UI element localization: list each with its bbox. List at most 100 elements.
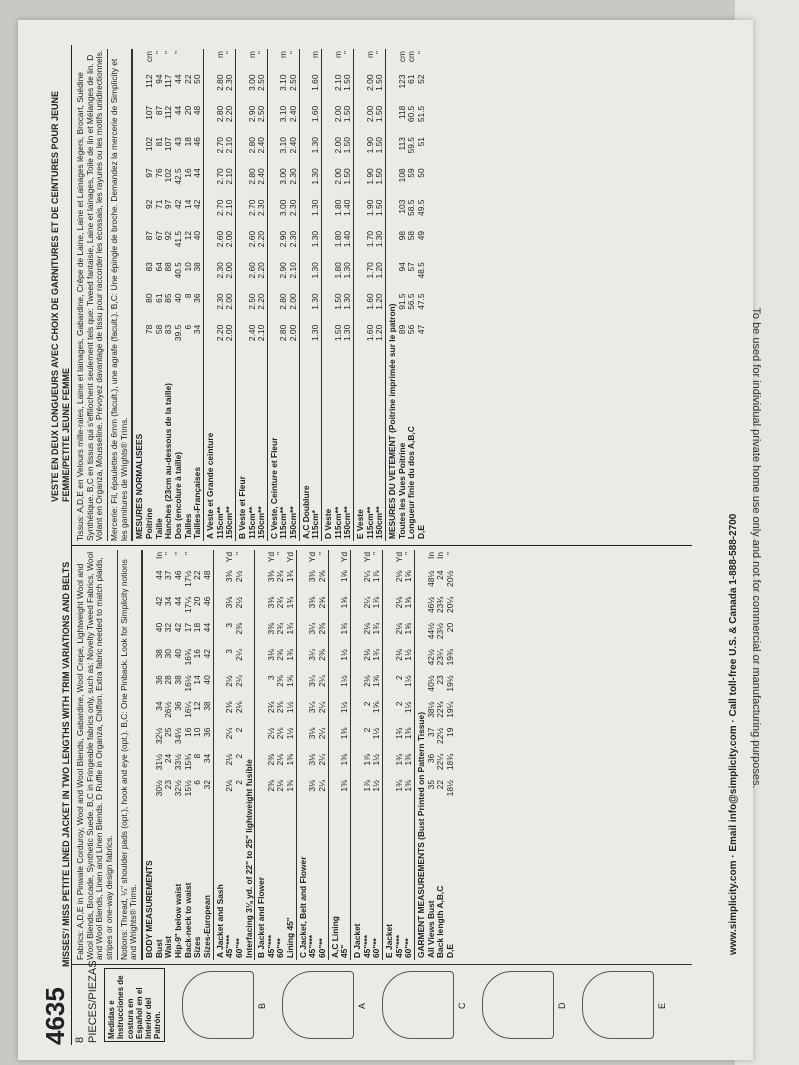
yardage-table-english: BODY MEASUREMENTS Bust 30½ 31½ 32½ 34 36 38 40 42…: [142, 550, 456, 960]
section-row: MESURES DU VETEMENT (Poitrine imprimée s…: [385, 49, 398, 541]
cell-value: 1½: [285, 701, 296, 714]
cell-value: 46: [201, 596, 212, 607]
cell-value: 48.5: [416, 262, 426, 279]
header-bar: 4635 MISSES'/ MISS PETITE LINED JACKET I…: [40, 45, 72, 1045]
unit: [193, 49, 203, 73]
table-row: Lining 45" 1⅜ 1⅜ 1½ 1½ 1⅝ 1¾ 1¾ 1¾ 1¾ Yd: [285, 550, 296, 960]
cell-value: 42: [192, 199, 203, 209]
section-heading: D Jacket: [350, 550, 363, 960]
cell-value: 2: [233, 727, 244, 733]
cell-value: 1½: [285, 727, 296, 740]
cell-value: 2.00: [224, 230, 235, 248]
view-label: E: [657, 1002, 667, 1009]
cell-value: 1½: [371, 727, 382, 740]
jacket-illustration-a: [282, 971, 354, 1039]
cell-value: 2½: [233, 596, 244, 609]
table-row: 60"** 2¼ 2¼ 2¼ 2¼ 2¼ 2⅜ 2⅜ 2⅝ 2⅝ ": [317, 550, 328, 960]
cell-value: 2.40: [288, 137, 299, 154]
cell-value: 1⅝: [403, 596, 414, 609]
cell-value: 2⅜: [233, 622, 244, 635]
row-label: 45"***: [224, 934, 235, 958]
cell-value: 2⅜: [317, 622, 328, 635]
section-row: E Veste: [353, 49, 366, 541]
unit: ": [182, 552, 193, 555]
row-label: Sizes-European: [201, 895, 212, 958]
unit: [184, 49, 194, 73]
cell-value: 1.50: [374, 137, 385, 154]
cell-value: 1.20: [374, 293, 385, 310]
cell-value: 2¼: [233, 675, 244, 687]
cell-value: 2.10: [288, 262, 299, 279]
pieces-count: 8 PIECES/PIEZAS: [74, 960, 99, 1043]
section-heading: B Veste et Fleur: [235, 49, 248, 541]
fabrics-text-french: Tissus: A,D,E en Velours mille-raies, La…: [74, 49, 108, 541]
unit: ": [416, 51, 426, 54]
cell-value: 1.30: [374, 230, 385, 248]
table-row: 150cm** 2.10 2.20 2.20 2.20 2.30 2.40 2.40 2.50 2…: [256, 49, 267, 541]
cell-value: 1.30: [310, 230, 321, 248]
section-heading: E Jacket: [382, 550, 395, 960]
row-label: 150cm**: [342, 506, 353, 539]
cell-value: 48: [192, 105, 203, 116]
cell-value: 2.10: [224, 168, 235, 185]
cell-value: 2¼: [317, 701, 328, 714]
cell-value: 2.40: [288, 105, 299, 123]
cell-value: 51: [416, 137, 426, 147]
row-label: 45"***: [265, 934, 276, 958]
cell-value: 20: [444, 622, 455, 633]
section-row: BODY MEASUREMENTS: [142, 550, 155, 960]
table-row: Tailles-Françaises 34 36 38 40 42 44 46 48 50: [192, 49, 203, 541]
cell-value: 38: [192, 262, 203, 272]
cell-value: 18¾: [444, 753, 455, 771]
cell-value: 1½: [403, 675, 414, 687]
cell-value: 2½: [233, 570, 244, 583]
unit: Yd: [285, 552, 296, 563]
table-row: 115cm* 1.30 1.30 1.30 1.30 1.30 1.30 1.30 1.60 1.…: [310, 49, 321, 541]
cell-value: 34: [201, 753, 212, 764]
cell-value: 2.00: [288, 293, 299, 310]
cell-value: 32: [201, 780, 212, 790]
section-heading: D Veste: [321, 49, 334, 541]
unit: Yd: [339, 552, 350, 563]
table-row: 45" 1⅜ 1⅜ 1⅜ 1½ 1½ 1½ 1⅝ 1⅝ 1⅝ Yd: [339, 550, 350, 960]
cell-value: 1¾: [371, 622, 382, 635]
row-label: 115cm*: [310, 510, 321, 539]
cell-value: 1⅞: [371, 570, 382, 583]
jacket-illustration-e: [582, 971, 654, 1039]
table-row: 150cm** 2.00 2.00 2.00 2.00 2.10 2.10 2.10 2.20 2…: [224, 49, 235, 541]
cell-value: 42: [201, 649, 212, 659]
cell-value: 1⅝: [403, 622, 414, 635]
cell-value: 40: [201, 675, 212, 685]
fabrics-text: Fabrics: A,D,E in Pinwale Corduroy, Wool…: [74, 550, 118, 960]
table-row: Sizes-European 32 34 36 38 40 42 44 46 48: [201, 550, 213, 960]
cell-value: 52: [416, 74, 426, 84]
cell-value: 2.50: [256, 105, 267, 123]
cell-value: 20½: [444, 570, 455, 587]
cell-value: 2¼: [317, 780, 328, 792]
cell-value: 1.30: [310, 137, 321, 154]
section-heading: MESURES DU VETEMENT (Poitrine imprimée s…: [385, 49, 398, 541]
cell-value: 1⅜: [403, 753, 414, 766]
cell-value: 1.30: [342, 293, 353, 310]
cell-value: 2.10: [256, 324, 267, 342]
table-row: D,E 18½ 18¾ 19 19¼ 19½ 19¾ 20 20¼ 20½ ": [444, 550, 456, 960]
cell-value: 1.20: [374, 262, 385, 279]
cell-value: 44: [201, 622, 212, 633]
title-english: MISSES'/ MISS PETITE LINED JACKET IN TWO…: [60, 561, 71, 967]
cell-value: 50: [192, 74, 203, 84]
row-label: 150cm**: [256, 506, 267, 539]
cell-value: 50: [416, 168, 426, 178]
cell-value: 1.30: [310, 168, 321, 185]
cell-value: 1.50: [374, 199, 385, 216]
unit: ": [288, 51, 299, 54]
cell-value: 36: [192, 293, 203, 303]
cell-value: 2⅝: [317, 596, 328, 609]
cell-value: 1½: [339, 675, 350, 687]
section-row: GARMENT MEASUREMENTS (Bust Printed on Pa…: [414, 550, 427, 960]
row-label: Longueur finie du dos A,B,C: [406, 426, 417, 539]
cell-value: 2.30: [288, 230, 299, 248]
unit: ": [317, 552, 328, 555]
section-row: B Jacket and Flower: [254, 550, 267, 960]
unit: ": [233, 552, 244, 555]
cell-value: 1⅝: [403, 570, 414, 583]
